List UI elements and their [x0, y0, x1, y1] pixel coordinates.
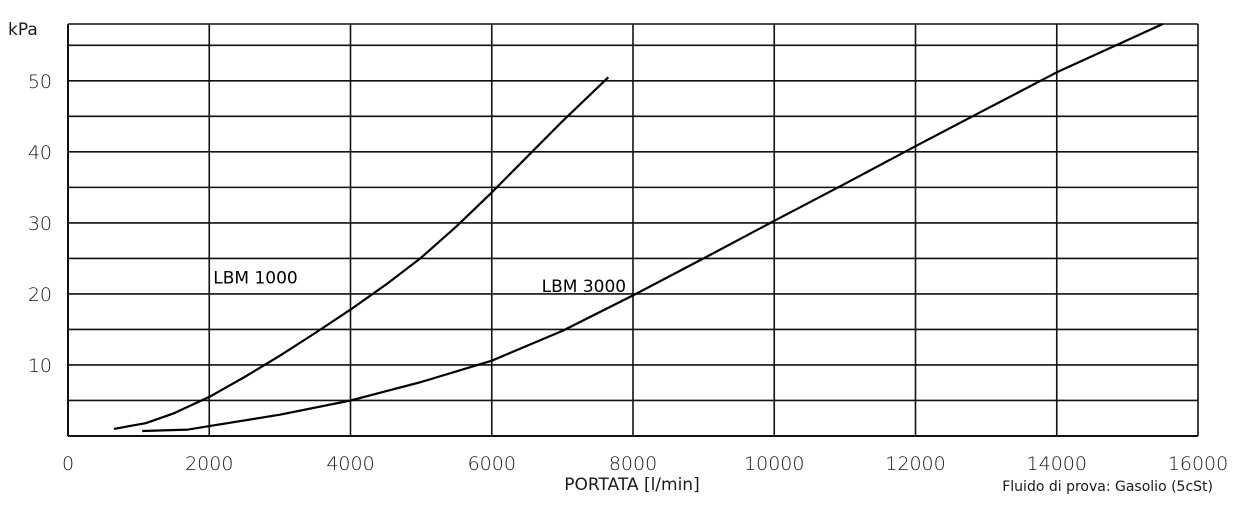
curve-label: LBM 3000 — [542, 277, 626, 297]
y-tick-label: 10 — [28, 355, 52, 377]
test-fluid-note: Fluido di prova: Gasolio (5cSt) — [1002, 479, 1213, 495]
y-tick-label: 50 — [28, 71, 52, 93]
x-tick-label: 0 — [62, 453, 74, 475]
x-tick-label: 14000 — [1027, 453, 1087, 475]
curve-lbm-1000 — [113, 76, 610, 430]
y-axis-unit: kPa — [8, 20, 38, 40]
labels: 0 2000 4000 6000 8000 10000 12000 14000 16000 10 2… — [28, 71, 1228, 475]
x-tick-label: 2000 — [185, 453, 233, 475]
curve-lbm-3000 — [142, 22, 1164, 433]
y-tick-label: 40 — [28, 142, 52, 164]
x-tick-label: 6000 — [468, 453, 516, 475]
y-tick-label: 30 — [28, 213, 52, 235]
curve-label: LBM 1000 — [213, 268, 297, 288]
y-tick-label: 20 — [28, 284, 52, 306]
x-tick-label: 8000 — [609, 453, 657, 475]
x-axis-label: PORTATA [l/min] — [564, 475, 699, 495]
x-tick-label: 4000 — [326, 453, 374, 475]
x-tick-label: 12000 — [885, 453, 945, 475]
grid — [67, 23, 1199, 437]
x-tick-label: 10000 — [744, 453, 804, 475]
x-tick-label: 16000 — [1168, 453, 1228, 475]
curves — [113, 22, 1164, 433]
